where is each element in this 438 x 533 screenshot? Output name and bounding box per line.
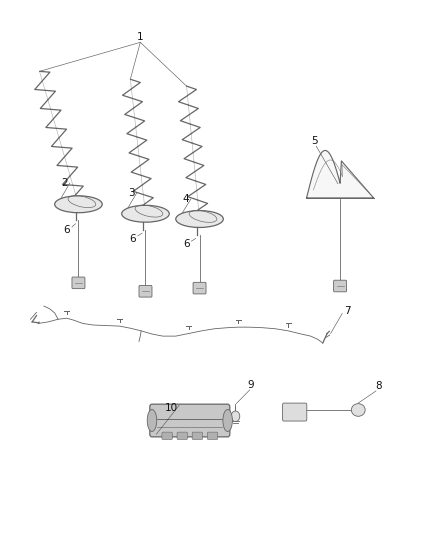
Polygon shape: [307, 150, 374, 198]
Ellipse shape: [351, 403, 365, 416]
FancyBboxPatch shape: [192, 432, 202, 440]
Text: 7: 7: [344, 306, 351, 316]
Ellipse shape: [223, 409, 233, 432]
FancyBboxPatch shape: [72, 277, 85, 289]
Ellipse shape: [147, 409, 157, 432]
Text: 3: 3: [128, 188, 135, 198]
FancyBboxPatch shape: [139, 286, 152, 297]
Text: 4: 4: [182, 194, 189, 204]
Text: 10: 10: [165, 403, 178, 413]
Text: 6: 6: [129, 233, 136, 244]
Ellipse shape: [122, 205, 169, 222]
Text: 8: 8: [375, 381, 381, 391]
Text: 9: 9: [247, 379, 254, 390]
Text: 2: 2: [61, 178, 68, 188]
FancyBboxPatch shape: [177, 432, 187, 440]
Text: 5: 5: [311, 136, 318, 146]
Text: 6: 6: [183, 239, 190, 249]
FancyBboxPatch shape: [150, 404, 230, 437]
FancyBboxPatch shape: [193, 282, 206, 294]
FancyBboxPatch shape: [283, 403, 307, 421]
FancyBboxPatch shape: [162, 432, 172, 440]
Text: 6: 6: [64, 224, 70, 235]
FancyBboxPatch shape: [207, 432, 218, 440]
Ellipse shape: [55, 196, 102, 213]
FancyBboxPatch shape: [334, 280, 346, 292]
Circle shape: [231, 411, 240, 422]
Ellipse shape: [176, 211, 223, 228]
Text: 1: 1: [137, 32, 144, 42]
